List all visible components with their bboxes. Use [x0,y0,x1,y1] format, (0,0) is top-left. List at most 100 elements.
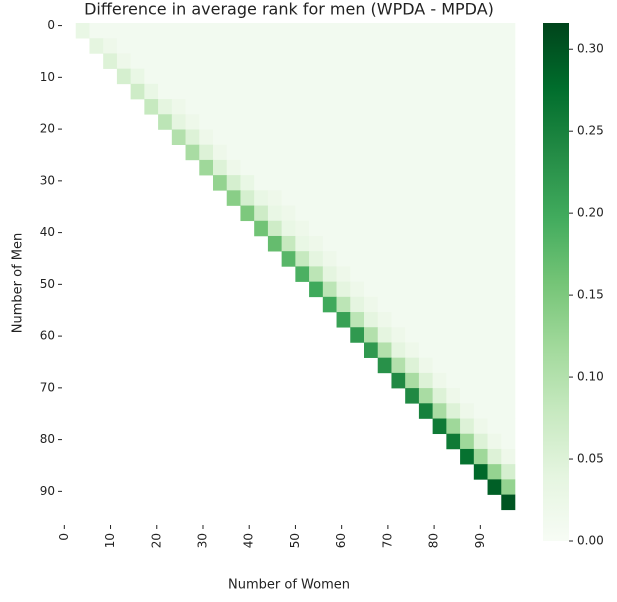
heatmap-cell [473,251,488,267]
heatmap-cell [432,38,447,54]
heatmap-cell [405,38,420,54]
heatmap-cell [460,220,475,237]
colorbar-tick-label: 0.20 [577,206,604,220]
heatmap-cell [240,38,255,54]
heatmap-cell [501,433,516,450]
heatmap-cell [171,23,186,39]
heatmap-cell [226,68,241,85]
chart-title: Difference in average rank for men (WPDA… [84,0,494,19]
heatmap-cell [364,53,379,69]
heatmap-cell [377,296,392,313]
heatmap-cell [487,205,502,222]
heatmap-cell [501,281,516,298]
colorbar-tick-label: 0.00 [577,534,604,548]
heatmap-cell [254,38,269,54]
heatmap-cell [446,235,461,252]
heatmap-cell [130,23,145,39]
y-tick-label: 70 [40,380,55,394]
heatmap-cell [185,68,200,85]
heatmap-cell [130,83,145,100]
heatmap-cell [377,251,392,267]
x-tick-label: 60 [334,533,348,548]
heatmap-cell [364,327,379,343]
heatmap-cell [295,266,310,282]
heatmap-cell [460,83,475,100]
heatmap-cell [309,251,324,267]
heatmap-cell [487,388,502,404]
heatmap-cell [391,68,406,85]
heatmap-cell [295,38,310,54]
heatmap-cell [158,53,173,69]
heatmap-cell [226,83,241,100]
heatmap-cell [446,388,461,404]
heatmap-cell [460,327,475,343]
heatmap-cell [309,83,324,100]
heatmap-cell [405,53,420,69]
heatmap-cell [267,159,282,176]
heatmap-cell [144,53,159,69]
heatmap-cell [213,68,228,85]
heatmap-cell [322,38,337,54]
heatmap-cell [377,23,392,39]
x-tick-label: 70 [380,533,394,548]
heatmap-cell [418,205,433,222]
heatmap-cell [501,372,516,389]
heatmap-cell [267,190,282,206]
heatmap-cell [240,159,255,176]
y-tick-label: 40 [40,225,55,239]
heatmap-cell [281,159,296,176]
heatmap-cell [446,205,461,222]
heatmap-cell [418,53,433,69]
heatmap-cell [501,235,516,252]
heatmap-cell [254,83,269,100]
heatmap-cell [309,220,324,237]
heatmap-cell [281,68,296,85]
heatmap-cell [460,205,475,222]
heatmap-cell [336,220,351,237]
heatmap-cell [501,159,516,176]
colorbar-tick-label: 0.10 [577,370,604,384]
heatmap-cell [267,114,282,130]
heatmap-cell [501,38,516,54]
heatmap-cell [240,68,255,85]
heatmap-cell [446,342,461,358]
heatmap-cell [460,129,475,145]
heatmap-cell [350,83,365,100]
heatmap-cell [295,144,310,161]
heatmap-cell [295,129,310,145]
heatmap-cell [336,68,351,85]
heatmap-cell [446,281,461,298]
heatmap-cell [309,23,324,39]
heatmap-cell [432,327,447,343]
heatmap-cell [199,114,214,130]
heatmap-cell [350,235,365,252]
heatmap-cell [103,23,118,39]
heatmap-cell [405,99,420,115]
heatmap-cell [473,99,488,115]
heatmap-cell [446,251,461,267]
heatmap-cell [281,114,296,130]
heatmap-cell [254,114,269,130]
heatmap-cell [460,235,475,252]
heatmap-cell [254,53,269,69]
heatmap-cell [350,23,365,39]
heatmap-cell [418,175,433,191]
heatmap-cell [226,144,241,161]
heatmap-cell [487,479,502,495]
heatmap-cell [487,251,502,267]
heatmap-cell [213,114,228,130]
y-tick-label: 60 [40,329,55,343]
heatmap-cell [446,220,461,237]
heatmap-cell [446,296,461,313]
heatmap-cell [199,68,214,85]
heatmap-cell [460,448,475,465]
x-tick-label: 40 [242,533,256,548]
heatmap-cell [473,144,488,161]
heatmap-cell [473,281,488,298]
heatmap-cell [432,266,447,282]
heatmap-cell [460,433,475,450]
heatmap-cell [473,388,488,404]
heatmap-cell [377,129,392,145]
heatmap-cell [213,53,228,69]
heatmap-cell [364,114,379,130]
